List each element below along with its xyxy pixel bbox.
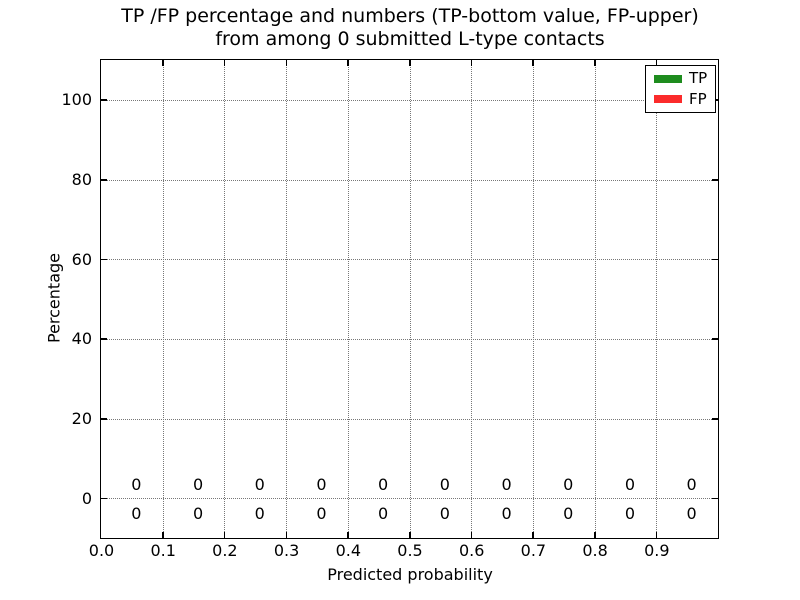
tp-count-label: 0: [439, 503, 450, 523]
fp-count-label: 0: [131, 474, 142, 494]
x-tick-mark-bottom: [285, 532, 288, 538]
tp-count-label: 0: [192, 503, 204, 523]
y-tick-mark-left: [101, 497, 107, 500]
legend: TP FP: [645, 65, 716, 113]
x-tick-mark-bottom: [223, 532, 226, 538]
fp-count-label: 0: [378, 474, 389, 494]
x-tick-label: 0.5: [397, 541, 423, 560]
y-gridline: [101, 498, 718, 500]
x-tick-mark-bottom: [470, 532, 473, 538]
tp-count-label: 0: [254, 503, 265, 523]
tp-count-label: 0: [686, 503, 697, 523]
x-tick-mark-top: [655, 60, 658, 66]
y-tick-mark-left: [101, 99, 107, 101]
x-gridline: [656, 60, 658, 538]
x-tick-mark-bottom: [409, 532, 411, 538]
fp-count-label: 0: [192, 474, 204, 494]
x-gridline: [471, 60, 473, 538]
x-gridline: [162, 60, 164, 538]
chart-title-line2: from among 0 submitted L-type contacts: [215, 28, 605, 50]
tp-legend-label: TP: [689, 69, 708, 88]
y-tick-mark-right: [712, 258, 718, 261]
x-tick-label: 0.1: [150, 541, 176, 560]
x-gridline: [347, 60, 349, 538]
legend-item-fp: FP: [646, 89, 715, 108]
x-tick-label: 0.6: [458, 541, 485, 560]
x-gridline: [409, 60, 411, 538]
y-tick-label: 80: [71, 170, 92, 189]
tp-count-label: 0: [563, 503, 574, 523]
x-gridline: [224, 60, 226, 538]
y-tick-mark-right: [712, 497, 718, 500]
x-axis-label: Predicted probability: [327, 565, 493, 584]
x-tick-label: 0.7: [520, 541, 547, 560]
y-gridline: [101, 179, 718, 181]
x-tick-mark-top: [470, 60, 473, 66]
x-tick-mark-bottom: [532, 532, 534, 538]
x-tick-label: 0.0: [88, 541, 115, 560]
x-gridline: [286, 60, 288, 538]
fp-count-label: 0: [501, 474, 512, 494]
x-tick-mark-top: [347, 60, 349, 66]
x-tick-label: 0.4: [335, 541, 362, 560]
y-gridline: [101, 99, 718, 101]
tp-count-label: 0: [378, 503, 389, 523]
fp-count-label: 0: [316, 474, 327, 494]
y-tick-label: 20: [71, 409, 92, 428]
fp-count-label: 0: [624, 474, 636, 494]
tp-count-label: 0: [131, 503, 142, 523]
y-tick-label: 0: [81, 488, 92, 508]
x-tick-mark-bottom: [655, 532, 658, 538]
x-tick-mark-bottom: [162, 532, 164, 538]
fp-count-label: 0: [439, 474, 450, 494]
x-tick-mark-top: [409, 60, 411, 66]
fp-legend-label: FP: [689, 89, 707, 108]
y-gridline: [101, 259, 718, 261]
x-tick-mark-top: [594, 60, 596, 66]
fp-count-label: 0: [686, 474, 697, 494]
fp-count-label: 0: [254, 474, 265, 494]
x-tick-label: 0.9: [644, 541, 670, 560]
y-tick-mark-left: [101, 179, 107, 181]
tp-count-label: 0: [316, 503, 327, 523]
y-tick-label: 40: [71, 329, 92, 349]
x-tick-mark-top: [532, 60, 534, 66]
x-gridline: [594, 60, 596, 538]
legend-item-tp: TP: [646, 71, 715, 86]
fp-color-swatch-icon: [654, 95, 682, 104]
y-gridline: [101, 338, 718, 340]
y-tick-mark-right: [712, 179, 718, 181]
y-tick-label: 60: [71, 249, 92, 269]
y-tick-mark-right: [712, 418, 718, 420]
y-tick-mark-left: [101, 258, 107, 261]
y-tick-mark-left: [101, 338, 107, 340]
tp-count-label: 0: [501, 503, 512, 523]
y-tick-mark-right: [712, 338, 718, 340]
x-tick-label: 0.8: [582, 541, 608, 560]
chart-title-line1: TP /FP percentage and numbers (TP-bottom…: [121, 5, 699, 27]
plot-area: [100, 59, 719, 539]
x-tick-mark-top: [162, 60, 164, 66]
x-tick-mark-bottom: [594, 532, 596, 538]
x-tick-mark-top: [285, 60, 288, 66]
y-gridline: [101, 418, 718, 420]
x-gridline: [532, 60, 534, 538]
x-tick-label: 0.3: [273, 541, 300, 560]
y-tick-mark-left: [101, 418, 107, 420]
tp-color-swatch-icon: [654, 74, 682, 83]
fp-count-label: 0: [563, 474, 574, 494]
x-tick-label: 0.2: [212, 541, 238, 560]
y-tick-label: 100: [61, 90, 92, 110]
tp-count-label: 0: [624, 503, 636, 523]
x-tick-mark-bottom: [347, 532, 349, 538]
x-tick-mark-top: [223, 60, 226, 66]
